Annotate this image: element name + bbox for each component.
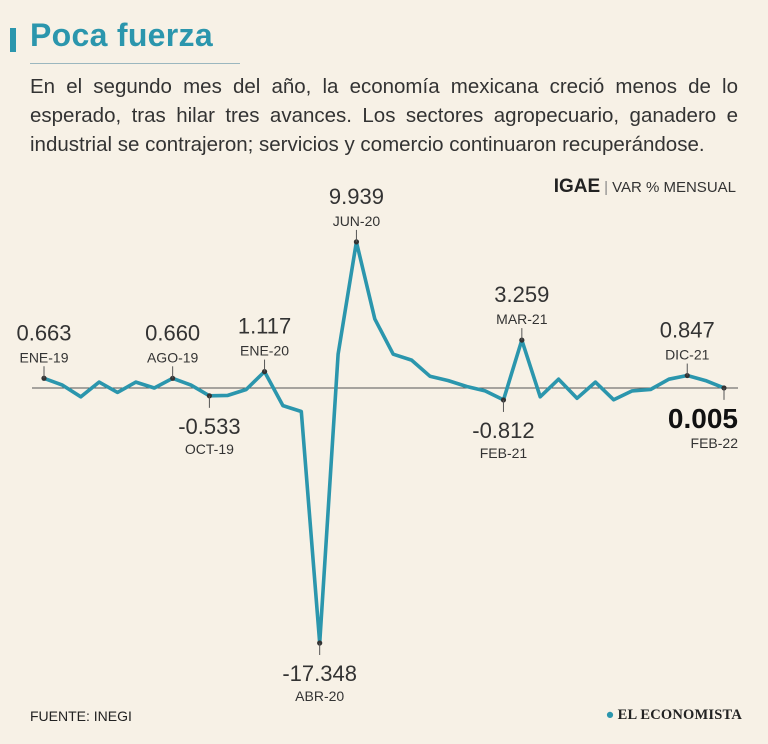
data-label-value-oct-19: -0.533 [178,414,240,439]
data-label-value-abr-20: -17.348 [282,661,357,686]
data-label-value-mar-21: 3.259 [494,282,549,307]
data-label-value-feb-22: 0.005 [668,403,738,434]
data-label-date-abr-20: ABR-20 [295,688,344,704]
data-label-date-oct-19: OCT-19 [185,441,234,457]
source-note: FUENTE: INEGI [30,708,132,724]
indicator-separator: | [604,179,609,196]
data-label-value-feb-21: -0.812 [472,418,534,443]
page-subtitle: En el segundo mes del año, la economía m… [30,75,738,156]
data-label-value-dic-21: 0.847 [660,318,715,343]
brand-mark-icon: ● [605,707,615,723]
data-label-date-ago-19: AGO-19 [147,349,199,365]
data-label-value-ene-20: 1.117 [238,314,291,339]
title-accent-bar [10,28,16,52]
brand-logo: ● EL ECONOMISTA [606,707,742,724]
page-title: Poca fuerza [30,17,213,53]
series-line [42,240,726,645]
data-label-date-dic-21: DIC-21 [665,347,710,363]
data-label-date-ene-20: ENE-20 [240,343,289,359]
data-label-date-ene-19: ENE-19 [19,349,68,365]
data-label-date-feb-21: FEB-21 [480,445,528,461]
data-label-date-feb-22: FEB-22 [691,435,739,451]
data-label-value-jun-20: 9.939 [329,184,384,209]
title-underline [30,63,240,64]
data-label-date-jun-20: JUN-20 [333,213,381,229]
data-label-date-mar-21: MAR-21 [496,311,548,327]
data-label-value-ago-19: 0.660 [145,320,200,345]
data-label-value-ene-19: 0.663 [16,320,71,345]
indicator-label: IGAE | VAR % MENSUAL [554,176,736,198]
indicator-unit: VAR % MENSUAL [612,179,736,196]
indicator-name: IGAE [553,176,601,197]
brand-name: EL ECONOMISTA [617,707,742,723]
